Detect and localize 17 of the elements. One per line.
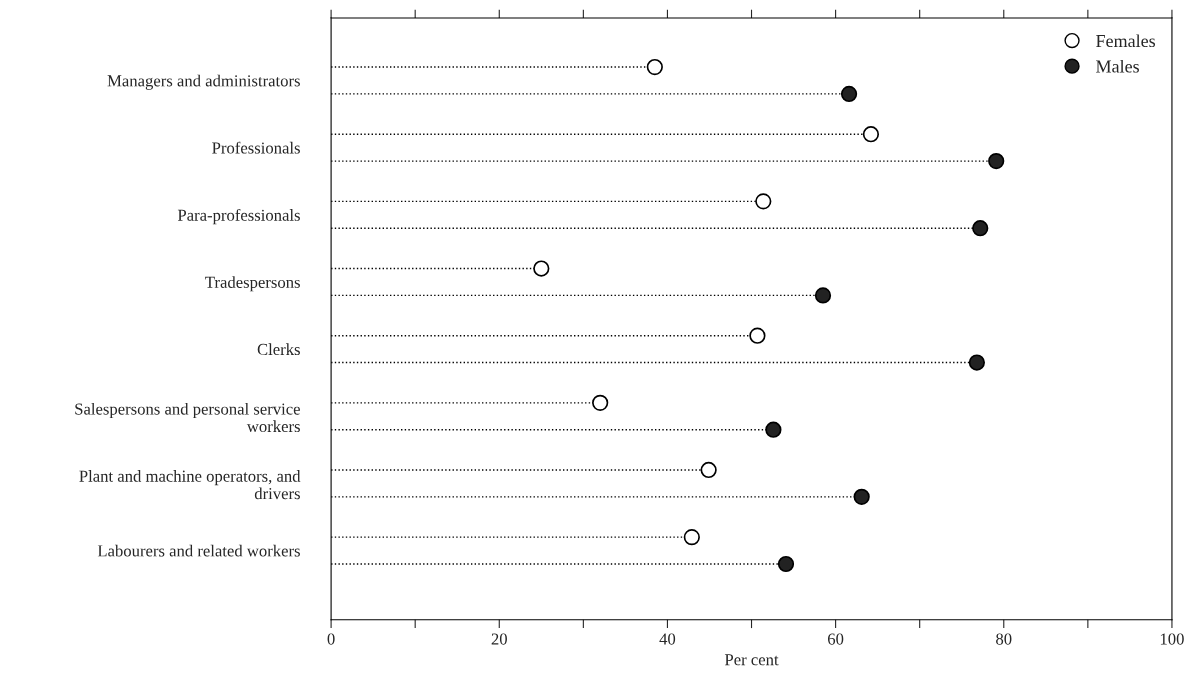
y-tick-label: Para-professionals xyxy=(177,208,300,225)
y-tick-label: Labourers and related workers xyxy=(97,544,300,557)
x-tick-label: 80 xyxy=(996,633,1012,645)
x-tick-label: 100 xyxy=(1160,633,1184,645)
y-tick-label: Professionals xyxy=(212,141,300,154)
legend-label: Males xyxy=(1096,59,1139,73)
y-tick-label: Managers and administrators xyxy=(107,74,300,90)
y-tick-label: Clerks xyxy=(257,343,300,356)
x-axis-title: Per cent xyxy=(724,654,779,666)
x-tick-label: 40 xyxy=(659,633,676,645)
y-tick-label: Plant and machine operators, and drivers xyxy=(79,470,301,500)
x-tick-label: 0 xyxy=(327,633,335,645)
x-tick-label: 60 xyxy=(827,633,844,645)
y-tick-label: Salespersons and personal service workers xyxy=(75,402,300,433)
y-tick-label: Tradespersons xyxy=(205,276,300,292)
legend-label: Females xyxy=(1096,34,1156,48)
x-tick-label: 20 xyxy=(491,633,507,645)
